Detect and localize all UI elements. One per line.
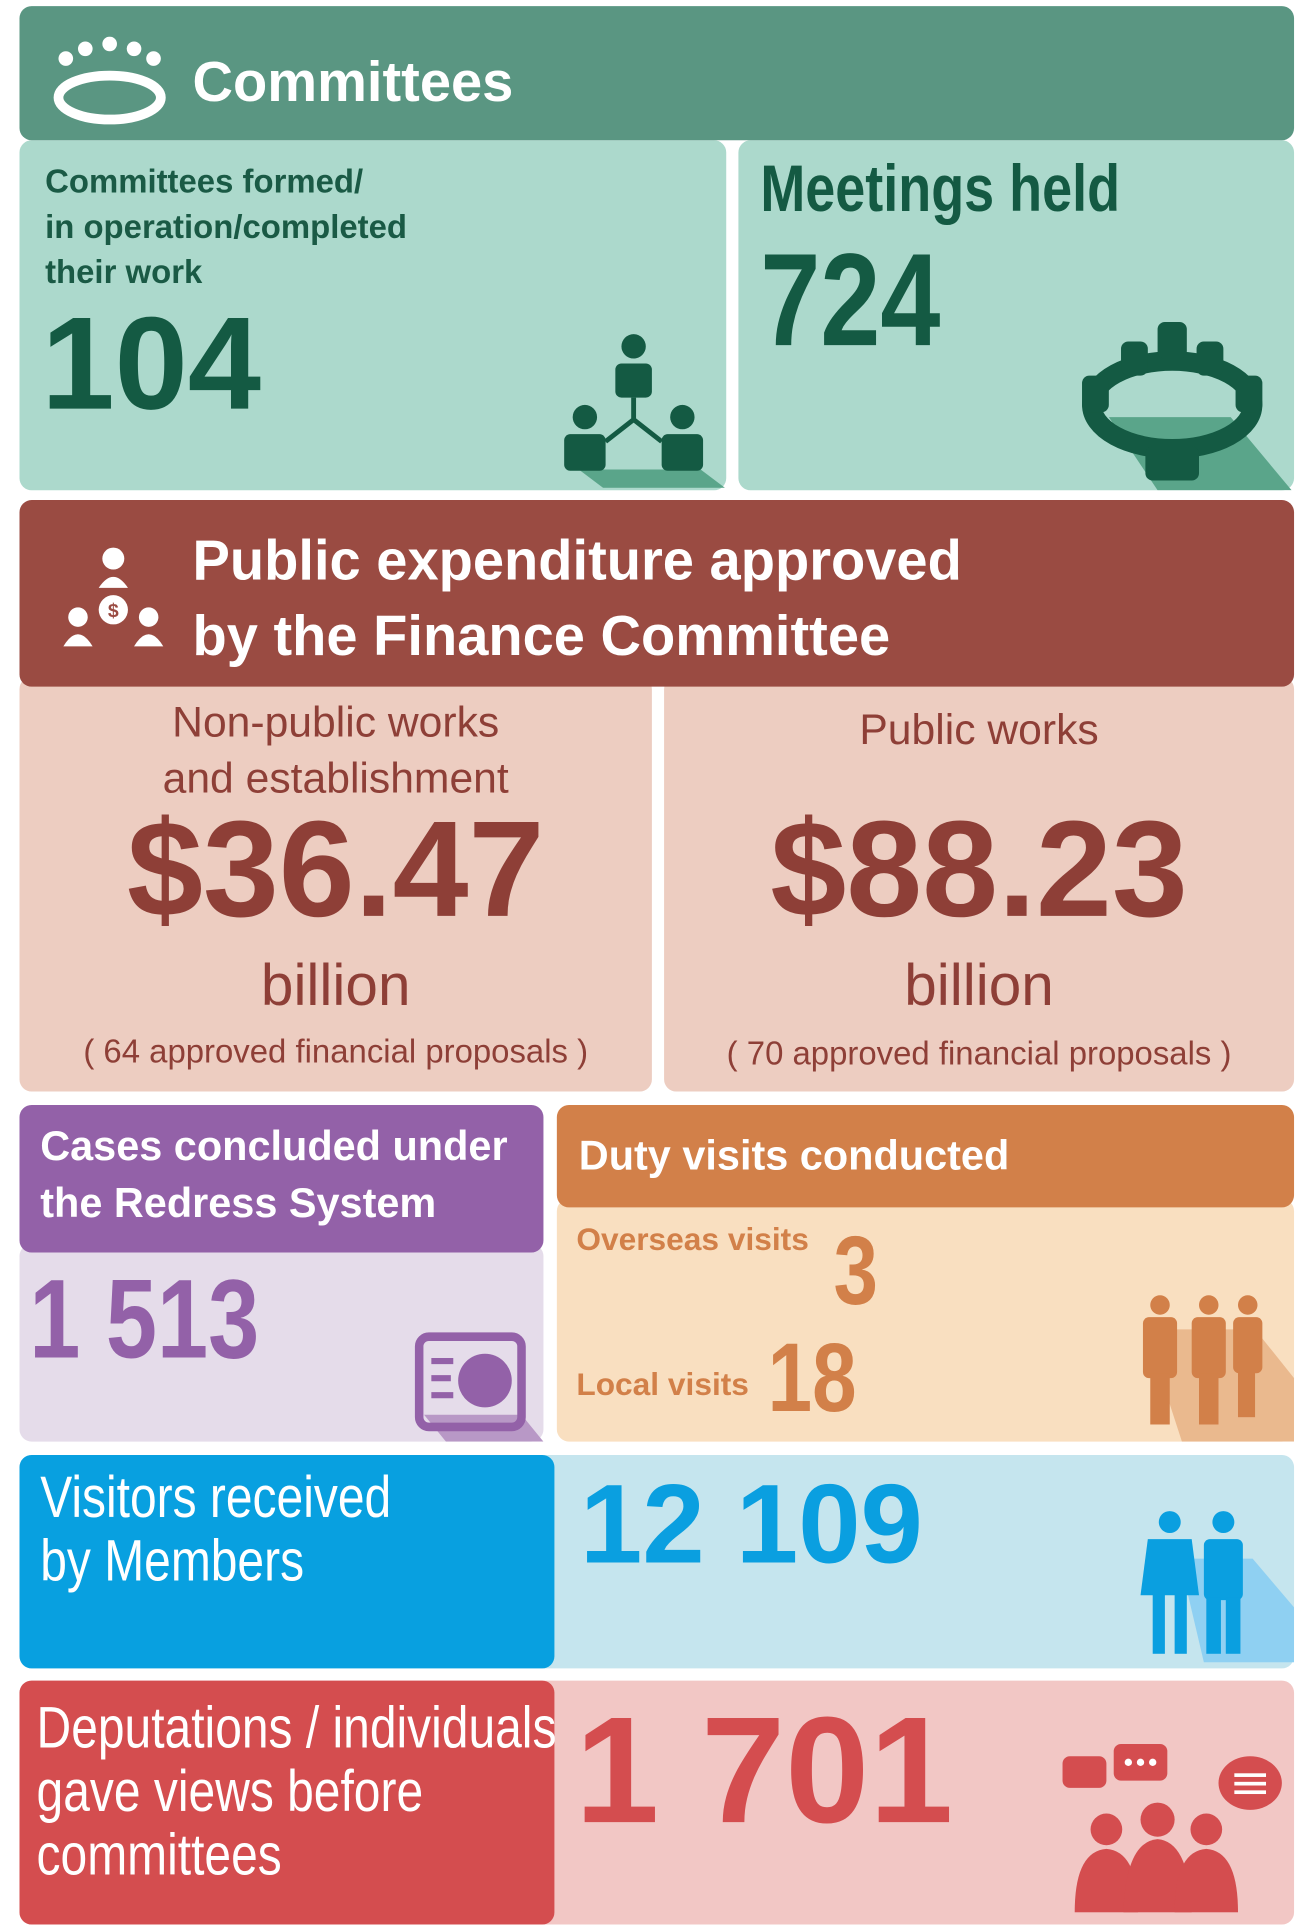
public-note: ( 70 approved financial proposals ) (726, 1035, 1232, 1073)
redress-label: Cases concluded under (40, 1123, 508, 1170)
overseas-label: Overseas visits (576, 1220, 809, 1258)
public-panel (664, 676, 1295, 1092)
non-public-panel (19, 676, 652, 1092)
redress-value: 1 513 (29, 1257, 260, 1382)
meeting-table-icon (1082, 321, 1292, 491)
overseas-value: 3 (833, 1215, 878, 1325)
formed-label: in operation/completed (45, 208, 408, 246)
non-public-content: Non-public works and establishment $36.4… (19, 687, 651, 1092)
public-content: Public works $88.23 billion ( 70 approve… (664, 687, 1294, 1092)
deputations-icon (1062, 1744, 1282, 1913)
visitors-value: 12 109 (580, 1462, 923, 1587)
deputations-label: Deputations / individuals (36, 1696, 557, 1762)
redress-label: the Redress System (40, 1180, 437, 1227)
deputations-label: gave views before (36, 1759, 424, 1825)
finance-header (19, 500, 1295, 687)
meetings-value: 724 (760, 225, 941, 374)
committees-header (19, 6, 1295, 141)
non-public-amount: $36.47 (126, 792, 545, 946)
duty-title: Duty visits conducted (578, 1133, 1010, 1180)
non-public-label: Non-public works (172, 698, 500, 747)
committees-title: Committees (192, 50, 514, 114)
local-label: Local visits (576, 1365, 749, 1403)
visitors-label: by Members (40, 1529, 305, 1595)
duty-header (556, 1104, 1295, 1208)
redress-header (19, 1104, 544, 1253)
visitors-icon (1140, 1511, 1295, 1663)
local-value: 18 (767, 1323, 857, 1432)
redress-panel (19, 1243, 544, 1442)
committee-icon (53, 36, 166, 125)
travellers-icon (1142, 1295, 1295, 1442)
public-amount: $88.23 (770, 792, 1188, 946)
finance-title: Public expenditure approved (192, 528, 962, 592)
formed-panel (19, 140, 727, 491)
visitors-label: Visitors received (40, 1465, 392, 1531)
non-public-note: ( 64 approved financial proposals ) (83, 1033, 589, 1070)
deputations-label: committees (36, 1823, 282, 1888)
visitors-header (19, 1454, 555, 1669)
deputations-header (19, 1680, 555, 1925)
public-label: Public works (859, 706, 1099, 754)
formed-value: 104 (41, 289, 262, 437)
non-public-label: and establishment (162, 754, 509, 803)
public-unit: billion (904, 953, 1054, 1019)
finance-icon: $ (63, 547, 164, 647)
meetings-label: Meetings held (760, 152, 1121, 226)
non-public-unit: billion (260, 953, 411, 1019)
svg-text:$: $ (108, 600, 119, 622)
finance-title: by the Finance Committee (192, 603, 891, 668)
redress-icon (414, 1332, 544, 1442)
formed-label: Committees formed/ (45, 163, 364, 201)
deputations-value: 1 701 (575, 1686, 954, 1856)
formed-label: their work (45, 253, 203, 291)
hierarchy-icon (564, 334, 726, 488)
